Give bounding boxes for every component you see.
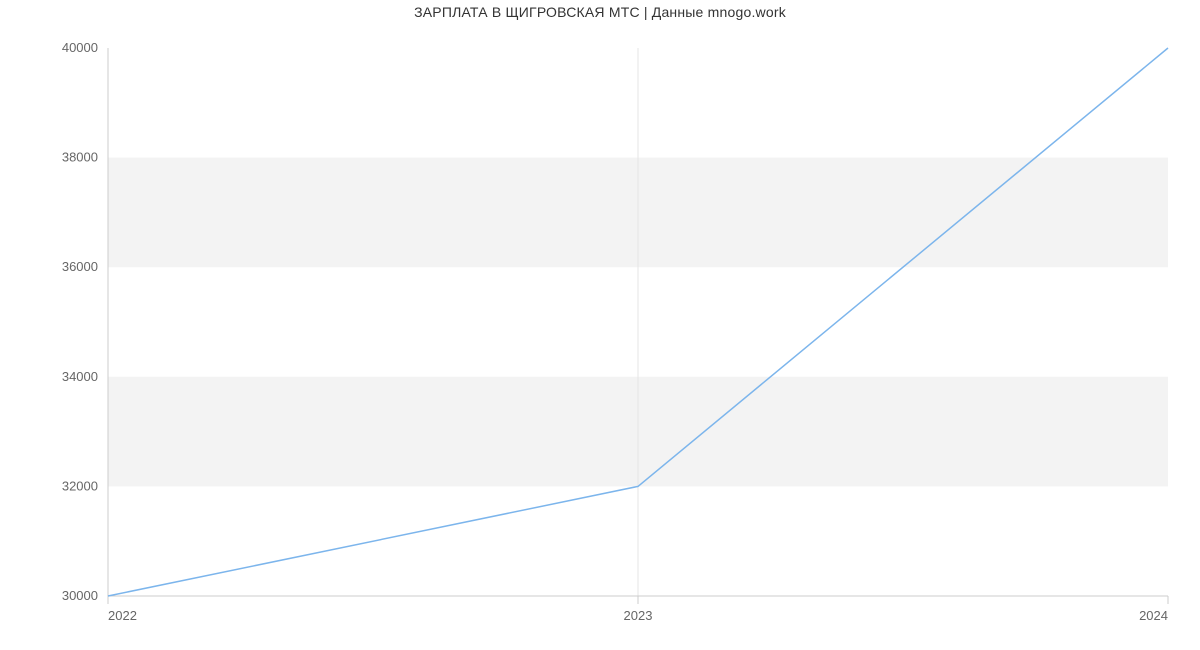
x-tick-label: 2023 — [624, 608, 653, 623]
chart-title: ЗАРПЛАТА В ЩИГРОВСКАЯ МТС | Данные mnogo… — [0, 4, 1200, 20]
y-tick-label: 36000 — [62, 259, 98, 274]
y-tick-label: 32000 — [62, 478, 98, 493]
chart-svg: 30000 32000 34000 36000 38000 40000 2022 2023 20… — [0, 0, 1200, 650]
x-tick-label: 2022 — [108, 608, 137, 623]
y-tick-label: 34000 — [62, 369, 98, 384]
salary-line-chart: ЗАРПЛАТА В ЩИГРОВСКАЯ МТС | Данные mnogo… — [0, 0, 1200, 650]
y-tick-label: 40000 — [62, 40, 98, 55]
x-tick-label: 2024 — [1139, 608, 1168, 623]
y-tick-label: 38000 — [62, 150, 98, 165]
y-tick-label: 30000 — [62, 588, 98, 603]
